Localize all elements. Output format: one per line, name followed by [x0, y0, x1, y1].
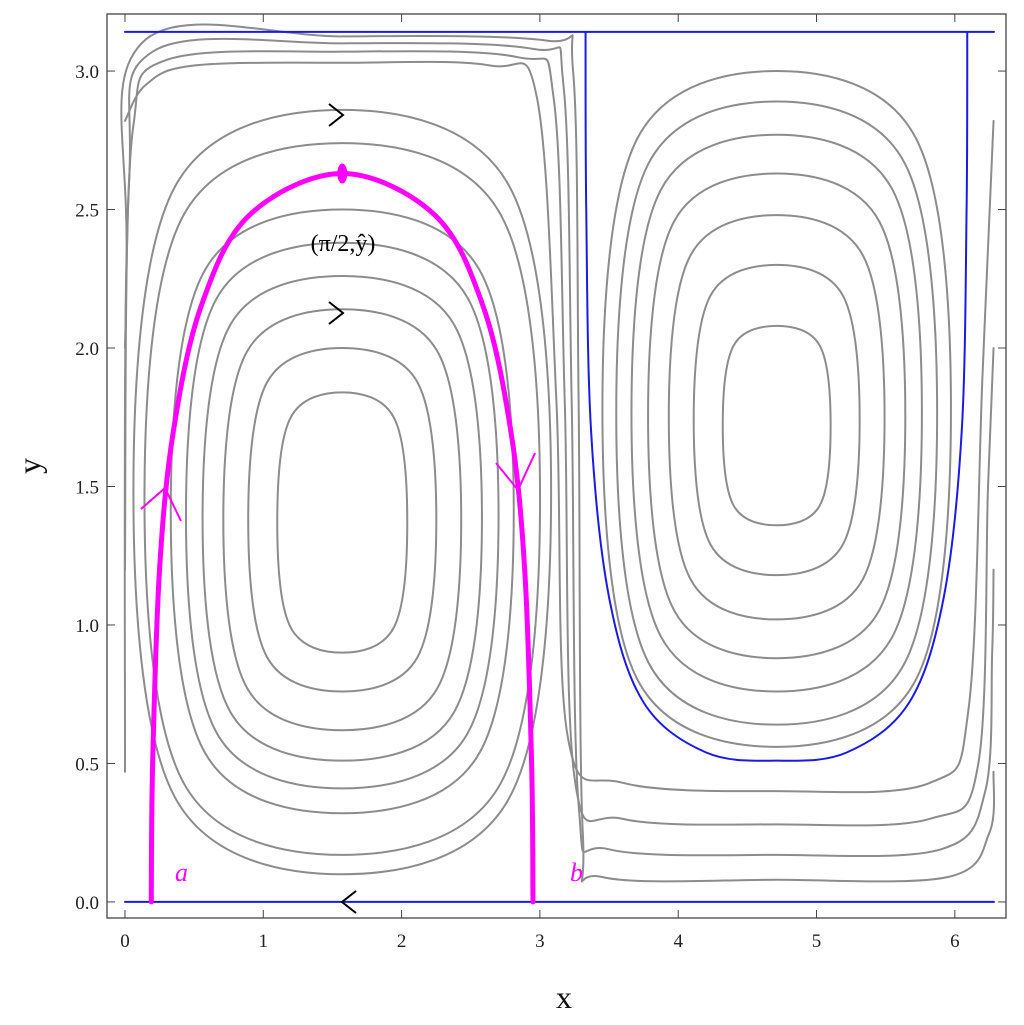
streamline [584, 30, 969, 762]
y-tick-label: 0.0 [75, 893, 99, 914]
x-tick-label: 3 [535, 931, 545, 952]
x-tick-label: 4 [673, 931, 683, 952]
streamline [630, 133, 923, 693]
streamline [222, 308, 463, 732]
y-tick-label: 3.0 [75, 62, 99, 83]
y-tick-label: 1.0 [75, 616, 99, 637]
streamline [692, 263, 861, 577]
point-label: (π/2,ŷ) [311, 231, 376, 257]
y-tick-label: 2.0 [75, 339, 99, 360]
streamline [615, 100, 939, 726]
marked-point [337, 163, 348, 184]
streamline [169, 208, 515, 815]
plot-area [120, 23, 996, 905]
x-tick-label: 2 [397, 931, 407, 952]
annotation: b [570, 858, 583, 887]
x-tick-label: 0 [120, 931, 130, 952]
streamline [123, 50, 995, 827]
y-axis-label: y [11, 458, 47, 474]
streamline [276, 391, 409, 654]
streamline [120, 23, 996, 883]
streamline [132, 108, 553, 876]
streamline [201, 275, 483, 762]
streamline [143, 142, 542, 856]
streamline [247, 347, 438, 693]
streamline [123, 60, 995, 794]
streamline [184, 241, 500, 790]
streamline [647, 172, 907, 660]
x-tick-label: 5 [812, 931, 822, 952]
streamline [601, 70, 952, 748]
y-tick-label: 1.5 [75, 477, 99, 498]
streamline [667, 214, 886, 621]
streamline [721, 324, 832, 527]
y-tick-label: 2.5 [75, 201, 99, 222]
y-tick-label: 0.5 [75, 754, 99, 775]
streamline [148, 171, 536, 905]
flow-arrow [140, 486, 182, 522]
flow-arrow [495, 452, 536, 492]
x-axis-label: x [556, 979, 572, 1015]
flow-arrow [340, 890, 357, 914]
x-tick-label: 6 [950, 931, 960, 952]
flow-arrow [328, 103, 345, 127]
streamline [123, 37, 995, 858]
plot-frame [106, 13, 1007, 919]
flow-arrow [328, 301, 345, 325]
x-tick-label: 1 [259, 931, 269, 952]
annotation: a [175, 858, 188, 887]
